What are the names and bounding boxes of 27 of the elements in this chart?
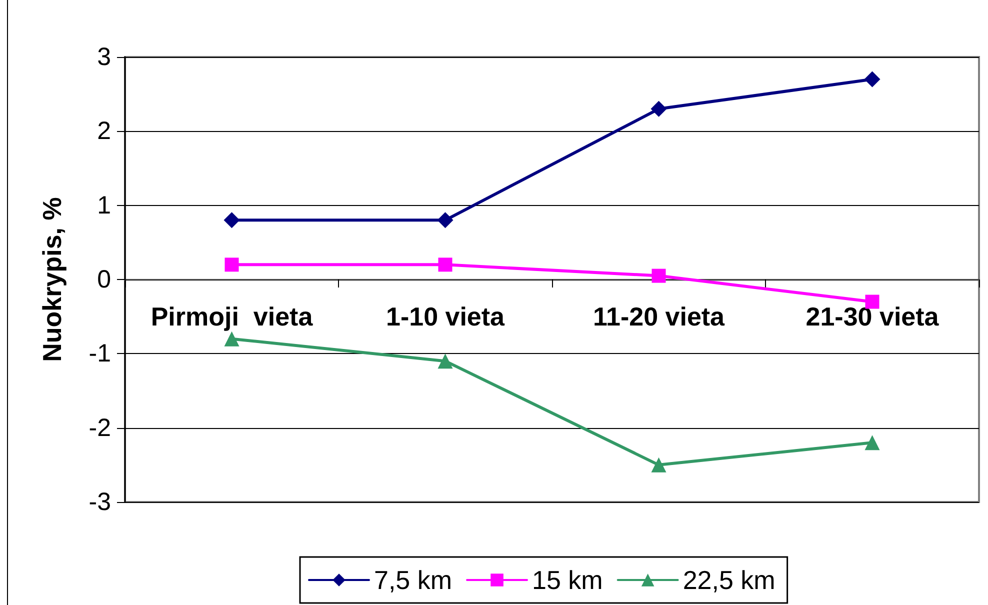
point: [224, 258, 239, 272]
point: [650, 100, 667, 117]
point: [864, 71, 880, 88]
point: [652, 268, 666, 283]
y-tick-label: -1: [88, 340, 111, 368]
point: [438, 354, 453, 369]
y-tick-label: 3: [97, 43, 111, 71]
point: [224, 212, 240, 228]
x-tick-label: 1-10 vieta: [386, 302, 506, 332]
legend-label: 22,5 km: [682, 565, 776, 595]
point: [224, 331, 240, 346]
x-tick-label: Pirmoji vieta: [150, 302, 314, 332]
legend-label: 15 km: [532, 565, 603, 595]
point: [651, 457, 666, 472]
point: [438, 258, 452, 272]
x-tick-label: 21-30 vieta: [806, 302, 940, 332]
y-axis-title: Nuokrypis, %: [37, 197, 67, 362]
point: [865, 294, 880, 309]
y-tick-label: -3: [88, 488, 111, 516]
x-tick-label: 11-20 vieta: [592, 302, 726, 332]
y-tick-label: 0: [97, 266, 111, 294]
point: [437, 212, 454, 228]
y-tick-label: 1: [97, 191, 111, 220]
point: [864, 435, 880, 450]
legend-label: 7,5 km: [374, 565, 452, 595]
y-tick-label: 2: [97, 117, 111, 146]
y-tick-label: -2: [88, 414, 111, 442]
